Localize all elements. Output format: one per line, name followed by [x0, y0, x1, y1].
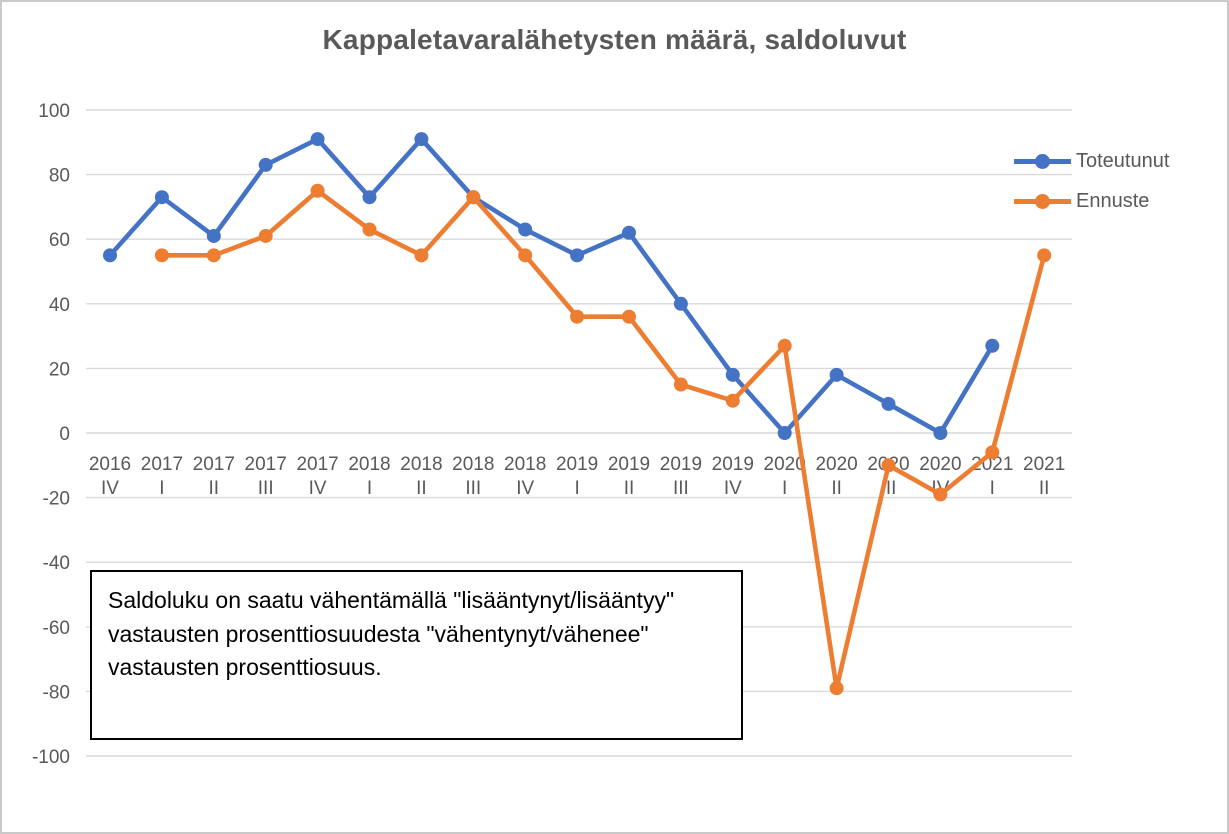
y-tick-label: 0	[59, 424, 70, 445]
series-point-toteutunut	[985, 338, 1000, 353]
series-point-toteutunut	[933, 426, 948, 440]
x-tick-quarter: I	[782, 478, 787, 499]
legend-item-ennuste: Ennuste	[1014, 190, 1149, 212]
x-tick-year: 2018	[400, 454, 442, 475]
series-point-toteutunut	[518, 222, 533, 237]
x-tick-year: 2019	[660, 454, 702, 475]
series-point-ennuste	[414, 248, 429, 263]
y-tick-label: -40	[43, 553, 70, 574]
legend-label-toteutunut: Toteutunut	[1076, 149, 1170, 172]
series-point-ennuste	[258, 228, 273, 243]
y-tick-label: 20	[49, 359, 70, 380]
series-point-ennuste	[1037, 248, 1052, 263]
series-point-toteutunut	[258, 157, 273, 172]
x-tick-quarter: IV	[101, 478, 119, 499]
series-point-toteutunut	[829, 367, 844, 382]
y-tick-label: -60	[43, 618, 70, 639]
series-point-ennuste	[829, 681, 844, 696]
x-tick-year: 2018	[504, 454, 546, 475]
x-tick-quarter: I	[574, 478, 579, 499]
x-tick-year: 2019	[556, 454, 598, 475]
series-point-toteutunut	[673, 296, 688, 311]
x-tick-quarter: II	[209, 478, 220, 499]
series-point-toteutunut	[881, 396, 896, 411]
x-tick-year: 2020	[764, 454, 806, 475]
series-point-toteutunut	[154, 190, 169, 205]
x-tick-year: 2020	[815, 454, 857, 475]
y-tick-label: 60	[49, 230, 70, 251]
annotation-line-1: Saldoluku on saatu vähentämällä "lisäänt…	[108, 587, 675, 613]
series-point-toteutunut	[310, 132, 325, 147]
x-tick-year: 2019	[608, 454, 650, 475]
chart-title: Kappaletavaralähetysten määrä, saldoluvu…	[322, 24, 907, 55]
y-tick-label: -20	[43, 489, 70, 510]
x-tick-year: 2016	[89, 454, 131, 475]
x-tick-quarter: I	[367, 478, 372, 499]
legend-item-toteutunut: Toteutunut	[1014, 150, 1169, 172]
series-point-ennuste	[881, 458, 896, 473]
series-point-toteutunut	[206, 228, 221, 243]
series-point-ennuste	[985, 445, 1000, 460]
x-tick-quarter: II	[1039, 478, 1050, 499]
series-point-ennuste	[725, 393, 740, 408]
x-tick-year: 2021	[1023, 454, 1065, 475]
x-tick-year: 2018	[348, 454, 390, 475]
series-point-ennuste	[362, 222, 377, 237]
legend-line-marker-toteutunut-icon	[1014, 153, 1071, 169]
annotation-line-3: vastausten prosenttiosuus.	[108, 654, 382, 680]
series-point-ennuste	[570, 309, 585, 324]
x-tick-year: 2017	[296, 454, 338, 475]
y-tick-label: 40	[49, 295, 70, 316]
x-tick-year: 2020	[919, 454, 961, 475]
series-point-ennuste	[310, 183, 325, 198]
series-line-toteutunut	[107, 136, 995, 436]
series-point-ennuste	[518, 248, 533, 263]
series-point-ennuste	[206, 248, 221, 263]
legend-line-marker-ennuste-icon	[1014, 193, 1071, 209]
annotation-box: Saldoluku on saatu vähentämällä "lisäänt…	[90, 570, 743, 740]
series-point-ennuste	[154, 248, 169, 263]
series-point-toteutunut	[777, 426, 792, 440]
series-point-toteutunut	[362, 190, 377, 205]
series-point-toteutunut	[414, 132, 429, 147]
x-tick-quarter: II	[831, 478, 842, 499]
annotation-line-2: vastausten prosenttiosuudesta "vähentyny…	[108, 620, 649, 647]
series-point-toteutunut	[103, 248, 117, 263]
series-point-toteutunut	[570, 248, 585, 263]
x-tick-quarter: IV	[309, 478, 327, 499]
x-tick-year: 2018	[452, 454, 494, 475]
series-point-ennuste	[673, 377, 688, 392]
series-point-ennuste	[777, 338, 792, 353]
legend-marker-dot	[1035, 153, 1050, 169]
x-tick-year: 2017	[141, 454, 183, 475]
x-tick-year: 2017	[193, 454, 235, 475]
x-tick-quarter: III	[465, 478, 481, 499]
series-line-ennuste	[159, 188, 1047, 691]
y-tick-label: 80	[49, 166, 70, 187]
y-tick-label: 100	[38, 101, 70, 122]
legend-marker-dot	[1035, 193, 1050, 209]
x-tick-year: 2019	[712, 454, 754, 475]
x-tick-year: 2017	[245, 454, 287, 475]
y-tick-label: -80	[43, 682, 70, 703]
series-point-toteutunut	[725, 367, 740, 382]
legend-label-ennuste: Ennuste	[1076, 189, 1150, 212]
series-point-ennuste	[466, 190, 481, 205]
x-tick-quarter: IV	[516, 478, 534, 499]
x-tick-quarter: I	[159, 478, 164, 499]
x-tick-quarter: III	[258, 478, 274, 499]
x-tick-quarter: I	[990, 478, 995, 499]
x-tick-quarter: II	[624, 478, 635, 499]
series-point-ennuste	[622, 309, 636, 324]
series-point-ennuste	[933, 487, 948, 502]
y-tick-label: -100	[32, 747, 70, 768]
x-tick-quarter: II	[416, 478, 427, 499]
series-point-toteutunut	[622, 225, 636, 240]
x-tick-quarter: III	[673, 478, 689, 499]
x-tick-quarter: IV	[724, 478, 742, 499]
